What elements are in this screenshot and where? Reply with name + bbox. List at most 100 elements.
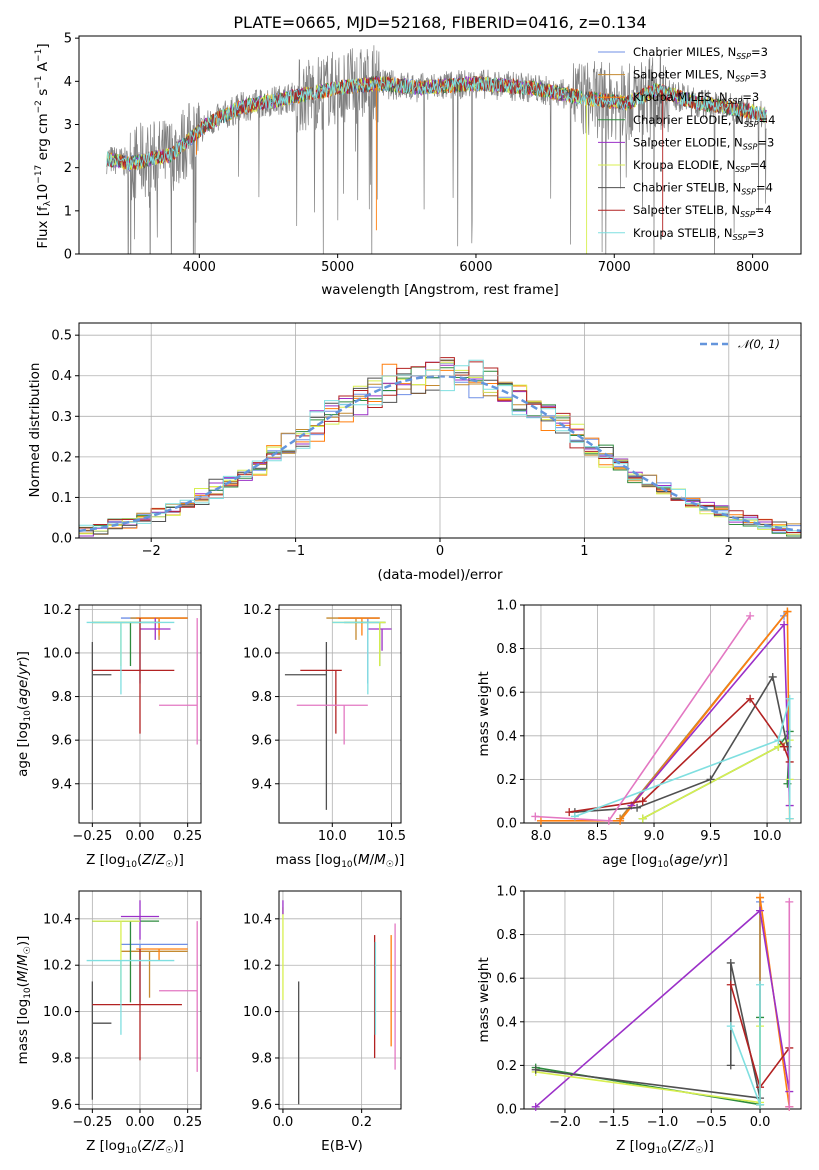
- legend-label-main-2: Kroupa MILES, N: [633, 90, 728, 104]
- legend-label-sub-2: SSP: [728, 97, 743, 106]
- histogram-xtick-label-0: −2: [142, 544, 161, 559]
- p8-series-5: [535, 1026, 761, 1104]
- spectrum-xtick-label-1: 5000: [321, 260, 354, 275]
- p6-ytick-label-4: 10.4: [43, 912, 72, 927]
- p8-marker-8-1: [756, 1100, 765, 1109]
- p3-xtick-label-0: −0.25: [72, 829, 112, 844]
- p7-ytick-label-3: 10.2: [243, 959, 272, 974]
- histogram-xtick-label-4: 2: [725, 544, 733, 559]
- p6-xtick-label-1: 0.00: [126, 1115, 155, 1130]
- spectrum-lines: [106, 45, 767, 254]
- histogram-legend: 𝒩(0, 1): [700, 337, 780, 351]
- legend-label-tail-1: =3: [750, 68, 767, 82]
- legend-label-6: Chabrier STELIB, NSSP=4: [633, 181, 773, 197]
- p8-marker-7-0: [726, 980, 735, 989]
- spectrum-xtick-label-4: 8000: [736, 260, 769, 275]
- p3-ytick-label-2: 9.8: [51, 690, 72, 705]
- p4-xtick-label-0: 10.0: [318, 829, 347, 844]
- p5-marker-6-1: [633, 803, 642, 812]
- p7-xtick-label-0: 0.0: [273, 1115, 294, 1130]
- p5-xtick-label-0: 8.0: [531, 829, 552, 844]
- legend-label-1: Salpeter MILES, NSSP=3: [633, 68, 767, 84]
- legend-label-tail-5: =4: [750, 158, 767, 172]
- histogram-series-8: [79, 359, 801, 532]
- p5-xtick-label-1: 8.5: [587, 829, 608, 844]
- p8-ytick-label-0: 0.0: [496, 1103, 517, 1118]
- legend-label-tail-0: =3: [751, 45, 768, 59]
- p5-marker-7-3: [780, 742, 789, 751]
- p5-marker-8-1: [774, 736, 783, 745]
- spectrum-ytick-label-5: 5: [64, 32, 72, 47]
- p8-ytick-label-5: 1.0: [496, 885, 517, 900]
- p8-marker-2-0: [756, 893, 765, 902]
- p7-ytick-label-1: 9.8: [251, 1051, 272, 1066]
- p5-xtick-label-2: 9.0: [644, 829, 665, 844]
- histogram-ytick-label-3: 0.3: [51, 410, 72, 425]
- legend-label-main-7: Salpeter STELIB, N: [633, 203, 740, 217]
- age-vs-metallicity-panel: −0.25 0.00 0.25 9.4 9.6 9.8 10.0 10.2: [43, 603, 202, 844]
- spectrum-ytick-label-3: 3: [64, 118, 72, 133]
- p8-xtick-label-3: −0.5: [695, 1115, 727, 1130]
- legend-label-tail-4: =3: [757, 135, 774, 149]
- p8-xtick-label-4: 0.0: [750, 1115, 771, 1130]
- p6-ytick-label-0: 9.6: [51, 1098, 72, 1113]
- histogram-frame: [78, 322, 802, 539]
- p6-ytick-label-3: 10.2: [43, 959, 72, 974]
- p4-frame: [278, 604, 402, 824]
- legend-label-sub-5: SSP: [735, 165, 750, 174]
- p7-xtick-label-1: 0.2: [351, 1115, 372, 1130]
- p3-ylabel: age [log10(age/yr)]: [15, 651, 33, 777]
- legend-label-sub-7: SSP: [740, 210, 755, 219]
- p7-ytick-label-2: 10.0: [243, 1005, 272, 1020]
- legend-label-main-5: Kroupa ELODIE, N: [633, 158, 735, 172]
- p5-marker-6-2: [706, 775, 715, 784]
- spectrum-ytick-label-4: 4: [64, 75, 72, 90]
- spectrum-axes: 4000 5000 6000 7000 8000 0 1 2 3 4 5: [64, 32, 802, 275]
- p6-ytick-label-2: 10.0: [43, 1005, 72, 1020]
- p5-ytick-label-2: 0.4: [496, 729, 517, 744]
- p5-ytick-label-5: 1.0: [496, 599, 517, 614]
- p6-ytick-label-1: 9.8: [51, 1051, 72, 1066]
- legend-label-5: Kroupa ELODIE, NSSP=4: [633, 158, 767, 174]
- mass-vs-extinction-panel: 0.0 0.2 9.6 9.8 10.0 10.2 10.4: [243, 890, 402, 1130]
- p8-ytick-label-4: 0.8: [496, 928, 517, 943]
- p8-marker-8-0: [726, 1022, 735, 1031]
- p8-ytick-label-2: 0.4: [496, 1015, 517, 1030]
- histogram-ytick-label-1: 0.1: [51, 491, 72, 506]
- spectrum-ylabel: Flux [fλ10−17 erg cm−2 s−1 A−1]: [34, 43, 53, 248]
- p6-xlabel: Z [log10(Z/Z☉)]: [86, 1138, 184, 1156]
- legend-label-sub-8: SSP: [733, 233, 748, 242]
- p8-series-6: [535, 962, 762, 1100]
- p5-xlabel: age [log10(age/yr)]: [602, 852, 728, 870]
- legend-label-sub-3: SSP: [744, 120, 759, 129]
- p4-xtick-label-1: 10.5: [377, 829, 406, 844]
- p3-frame: [78, 604, 202, 824]
- p8-marker-6-0: [726, 1061, 735, 1070]
- p8-xtick-label-1: −1.5: [598, 1115, 630, 1130]
- p8-ytick-label-3: 0.6: [496, 972, 517, 987]
- p5-series-2: [541, 609, 791, 822]
- p8-marker-9-1: [785, 1102, 794, 1111]
- histogram-ytick-label-0: 0.0: [51, 532, 72, 547]
- p3-xtick-label-2: 0.25: [173, 829, 202, 844]
- p8-xtick-label-0: −2.0: [549, 1115, 581, 1130]
- p8-frame: [523, 890, 802, 1110]
- p8-marker-4-0: [531, 1102, 540, 1111]
- legend-label-tail-8: =3: [747, 226, 764, 240]
- mass-weight-vs-metallicity-panel: −2.0 −1.5 −1.0 −0.5 0.0 0.0 0.2 0.4 0.6 0.8 1.0: [496, 885, 802, 1130]
- histogram-ytick-label-2: 0.2: [51, 450, 72, 465]
- p6-ylabel: mass [log10(M/M☉)]: [15, 936, 33, 1065]
- legend-label-7: Salpeter STELIB, NSSP=4: [633, 203, 772, 219]
- legend-label-tail-2: =3: [742, 90, 759, 104]
- p7-ytick-label-0: 9.6: [251, 1098, 272, 1113]
- legend-label-tail-6: =4: [756, 181, 773, 195]
- histogram-xtick-label-3: 1: [580, 544, 588, 559]
- legend-label-2: Kroupa MILES, NSSP=3: [633, 90, 759, 106]
- p8-marker-6-3: [531, 1065, 540, 1074]
- p3-ytick-label-3: 10.0: [43, 646, 72, 661]
- p5-ylabel: mass weight: [476, 671, 492, 756]
- legend-label-main-3: Chabrier ELODIE, N: [633, 113, 744, 127]
- p3-ytick-label-1: 9.6: [51, 734, 72, 749]
- p5-marker-7-0: [565, 808, 574, 817]
